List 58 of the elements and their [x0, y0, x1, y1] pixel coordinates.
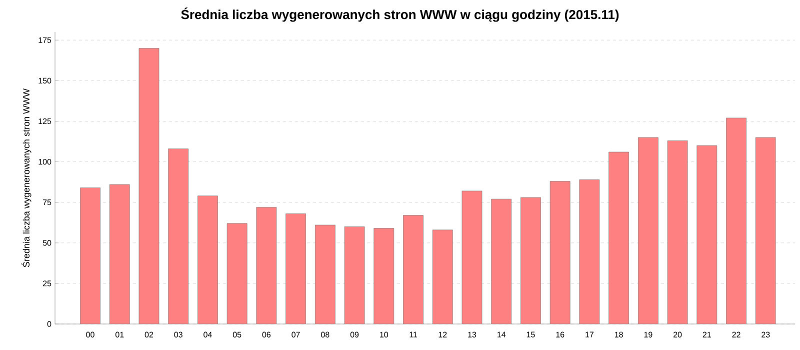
x-tick-label: 11 — [410, 332, 418, 338]
x-tick-label: 18 — [614, 332, 623, 338]
bar — [608, 152, 629, 324]
x-tick-label: 03 — [174, 332, 182, 338]
x-tick-label: 14 — [498, 332, 506, 338]
bar — [256, 207, 276, 324]
bar — [668, 140, 688, 324]
x-tick-label: 05 — [232, 332, 242, 338]
bar — [286, 214, 306, 324]
bar — [432, 230, 453, 324]
x-tick-label: 20 — [673, 332, 682, 338]
x-tick-label: 23 — [762, 332, 770, 338]
bar — [80, 188, 100, 324]
x-tick-label: 04 — [204, 332, 212, 338]
bar — [110, 184, 130, 324]
x-tick-label: 13 — [468, 332, 476, 338]
y-tick-label: 75 — [42, 200, 52, 206]
bar — [579, 180, 600, 324]
bar — [315, 225, 336, 324]
x-tick-label: 22 — [732, 332, 740, 338]
bar — [491, 199, 512, 324]
x-tick-label: 10 — [380, 332, 388, 338]
y-tick-label: 175 — [38, 37, 52, 43]
x-tick-label: 08 — [321, 332, 330, 338]
y-tick-label: 100 — [38, 158, 52, 165]
bar — [550, 181, 570, 324]
chart-title: Średnia liczba wygenerowanych stron WWW w ciągu godziny (2015.11) — [181, 8, 619, 22]
bar — [374, 228, 394, 324]
bar — [696, 146, 717, 324]
bar — [520, 197, 541, 324]
bar — [755, 137, 776, 324]
x-tick-label: 12 — [438, 332, 447, 338]
x-tick-label: 00 — [86, 332, 94, 338]
bar — [403, 215, 424, 324]
x-tick-label: 15 — [526, 332, 535, 338]
bar — [344, 226, 365, 324]
bar — [198, 196, 218, 324]
y-tick-label: 25 — [42, 280, 52, 286]
bar — [138, 48, 159, 324]
y-tick-label: 125 — [38, 118, 52, 124]
y-axis-title: Średnia liczba wygenerowanych stron WWW — [21, 88, 32, 268]
x-tick-label: 17 — [586, 332, 594, 338]
x-tick-label: 09 — [350, 332, 359, 338]
y-tick-label: 0 — [47, 321, 52, 327]
bar — [638, 137, 658, 324]
x-tick-label: 21 — [702, 332, 711, 338]
bar — [462, 190, 482, 324]
x-tick-label: 19 — [644, 332, 652, 338]
x-tick-label: 06 — [262, 332, 271, 338]
x-tick-label: 02 — [144, 332, 154, 338]
x-tick-label: 16 — [556, 332, 564, 338]
x-tick-label: 07 — [292, 332, 300, 338]
x-tick-label: 01 — [115, 332, 124, 338]
bar — [168, 148, 188, 324]
y-tick-label: 150 — [38, 78, 52, 84]
bar — [227, 223, 248, 324]
y-tick-label: 50 — [42, 240, 52, 246]
bar — [726, 118, 746, 324]
